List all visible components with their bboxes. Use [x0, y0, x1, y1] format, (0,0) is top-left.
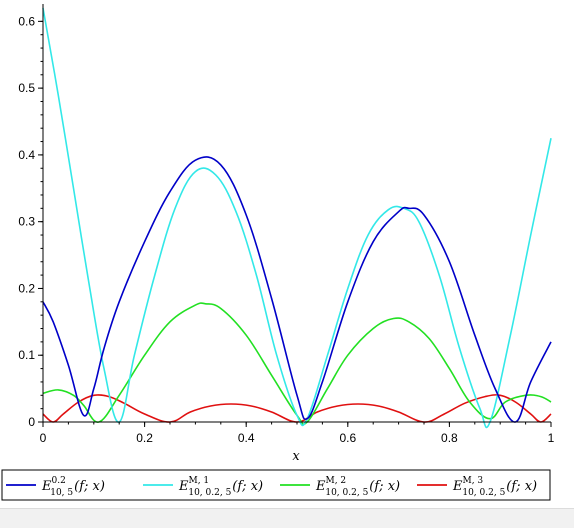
x-tick-label: 0	[40, 431, 47, 445]
series-line-3	[42, 302, 552, 426]
legend-label-1: E0.2 10, 5(f; x)	[41, 476, 105, 498]
legend-label-2: EM, 1 10, 0.2, 5(f; x)	[178, 476, 263, 498]
x-tick-label: 0.2	[136, 431, 153, 445]
y-tick-label: 0	[28, 415, 35, 429]
chart-svg: 0 0.2 0.4 0.6 0.8 1 0 0.1 0.2 0.3 0.4 0.5 0.6 x E0.2…	[1, 4, 555, 501]
legend-box	[1, 469, 551, 501]
y-tick-label: 0.3	[18, 215, 35, 229]
plot-area	[42, 7, 552, 429]
y-tick-label: 0.2	[18, 281, 35, 295]
x-tick-label: 0.6	[339, 431, 356, 445]
y-tick-label: 0.1	[18, 348, 35, 362]
axes: 0 0.2 0.4 0.6 0.8 1 0 0.1 0.2 0.3 0.4 0.5 0.6	[18, 4, 555, 445]
y-tick-label: 0.5	[18, 81, 35, 95]
legend: E0.2 10, 5(f; x) EM, 1 10, 0.2, 5(f; x) EM, …	[1, 469, 551, 501]
x-tick-label: 0.8	[441, 431, 458, 445]
y-tick-label: 0.6	[18, 14, 35, 28]
legend-label-4: EM, 3 10, 0.2, 5(f; x)	[452, 476, 537, 498]
window-bottom-bar	[0, 508, 574, 528]
series-line-2	[42, 7, 552, 429]
x-axis-label: x	[292, 449, 300, 464]
legend-label-3: EM, 2 10, 0.2, 5(f; x)	[315, 476, 400, 498]
x-tick-label: 0.4	[238, 431, 255, 445]
series-line-1	[42, 156, 552, 423]
x-tick-label: 1	[548, 431, 555, 445]
y-tick-label: 0.4	[18, 148, 35, 162]
